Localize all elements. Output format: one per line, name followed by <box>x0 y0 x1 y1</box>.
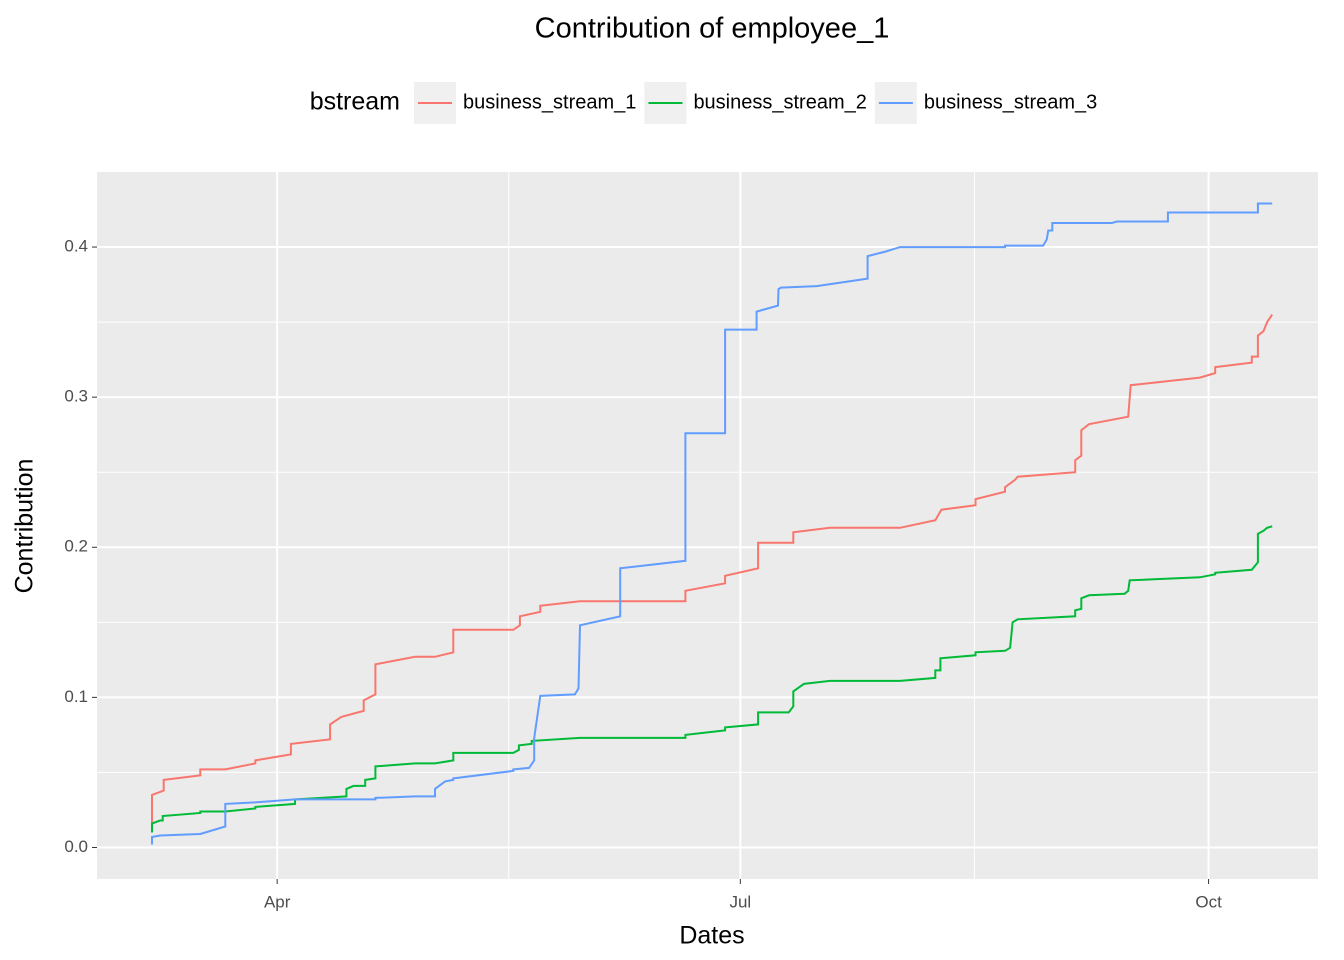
plot-panel <box>97 172 1318 879</box>
legend-item: business_stream_3 <box>874 82 1097 124</box>
x-tick-label: Jul <box>729 892 751 911</box>
legend-item: business_stream_1 <box>414 82 636 124</box>
x-axis-title: Dates <box>679 922 744 950</box>
x-tick-label: Apr <box>264 892 291 911</box>
x-tick-label: Oct <box>1195 892 1222 911</box>
y-tick-label: 0.3 <box>64 387 88 406</box>
y-tick-label: 0.0 <box>64 837 88 856</box>
legend-label: business_stream_1 <box>463 91 636 113</box>
series-line <box>151 314 1274 825</box>
legend-item: business_stream_2 <box>644 82 867 124</box>
series-line <box>151 202 1273 845</box>
chart-title: Contribution of employee_1 <box>535 13 890 45</box>
legend-label: business_stream_2 <box>693 91 866 113</box>
y-tick-label: 0.2 <box>64 537 88 556</box>
y-tick-label: 0.4 <box>64 237 88 256</box>
legend-label: business_stream_3 <box>924 91 1097 113</box>
legend-title: bstream <box>310 88 400 116</box>
y-tick-label: 0.1 <box>64 687 88 706</box>
y-axis-title: Contribution <box>11 459 39 594</box>
